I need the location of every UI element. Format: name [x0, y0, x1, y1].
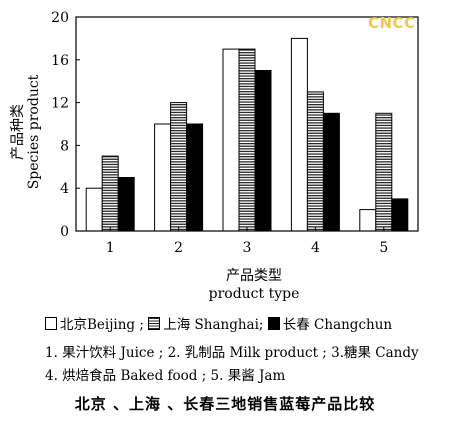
- legend-item-shanghai: 上海 Shanghai;: [148, 313, 263, 333]
- x-tick-label-2: 2: [174, 240, 183, 256]
- y-tick-label-8: 8: [60, 138, 69, 154]
- bar-beijing-1: [85, 187, 103, 232]
- x-axis-label-en: product type: [209, 286, 300, 302]
- bar-changchun-4: [322, 112, 340, 232]
- x-tick-label-1: 1: [106, 240, 115, 256]
- legend-item-beijing: 北京Beijing ;: [45, 313, 144, 333]
- y-tick-label-20: 20: [51, 10, 69, 26]
- category-note-line-1: 1. 果汁饮料 Juice ; 2. 乳制品 Milk product ; 3.…: [45, 345, 419, 361]
- category-note-line-2: 4. 烘焙食品 Baked food ; 5. 果酱 Jam: [45, 368, 286, 384]
- legend-swatch-beijing: [45, 317, 57, 330]
- y-tick-label-12: 12: [51, 96, 69, 112]
- legend: 北京Beijing ; 上海 Shanghai; 长春 Changchun: [45, 313, 392, 333]
- bar-beijing-3: [222, 48, 240, 232]
- bar-changchun-1: [117, 177, 135, 232]
- bar-changchun-3: [254, 70, 272, 232]
- legend-swatch-shanghai: [148, 317, 161, 330]
- legend-label-changchun: 长春 Changchun: [282, 317, 393, 333]
- y-axis-label-cn: 产品种类: [10, 104, 26, 160]
- x-tick-label-5: 5: [379, 240, 388, 256]
- legend-label-beijing: 北京Beijing ;: [60, 317, 144, 333]
- y-tick-label-0: 0: [60, 224, 69, 240]
- bar-shanghai-2: [170, 102, 188, 232]
- x-tick-label-4: 4: [311, 240, 320, 256]
- bar-changchun-5: [391, 198, 409, 232]
- bar-beijing-5: [359, 209, 377, 232]
- x-axis-label-cn: 产品类型: [226, 268, 282, 284]
- bar-shanghai-4: [306, 91, 324, 232]
- figure-caption: 北京 、上海 、长春三地销售蓝莓产品比较: [74, 395, 376, 413]
- legend-swatch-changchun: [267, 317, 280, 330]
- bar-changchun-2: [186, 123, 204, 232]
- legend-item-changchun: 长春 Changchun: [267, 313, 393, 333]
- y-tick-label-4: 4: [60, 181, 69, 197]
- bar-beijing-2: [154, 123, 172, 232]
- y-tick-label-16: 16: [51, 53, 69, 69]
- y-axis-label-en: Species product: [26, 74, 42, 189]
- bar-shanghai-5: [375, 112, 393, 232]
- legend-label-shanghai: 上海 Shanghai;: [163, 317, 264, 333]
- bar-shanghai-1: [101, 155, 119, 232]
- bar-shanghai-3: [238, 48, 256, 232]
- bar-beijing-4: [290, 37, 308, 232]
- bars-group: [85, 37, 409, 232]
- cncc-watermark: CNCC: [368, 14, 416, 32]
- x-tick-label-3: 3: [243, 240, 252, 256]
- plot-frame: [75, 16, 419, 232]
